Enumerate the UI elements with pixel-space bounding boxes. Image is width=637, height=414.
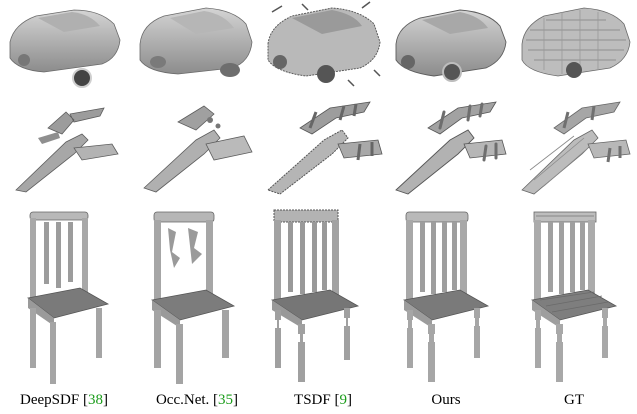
caption-label: DeepSDF <box>20 392 80 408</box>
citation-link[interactable]: 38 <box>87 392 103 408</box>
chair-ours-render <box>398 208 494 386</box>
car-occnet-render <box>134 2 256 90</box>
car-tsdf-render <box>262 0 386 90</box>
airplane-ours-render <box>388 98 510 196</box>
caption-label: TSDF <box>294 392 331 408</box>
chair-tsdf-render <box>266 206 364 386</box>
column-captions: DeepSDF [38] Occ.Net. [35] TSDF [9] Ours… <box>0 392 637 414</box>
airplane-tsdf-render <box>260 98 386 196</box>
chair-deepsdf-render <box>24 208 114 386</box>
airplane-gt-render <box>514 100 634 196</box>
figure-grid <box>4 0 634 386</box>
caption-ours: Ours <box>431 392 460 409</box>
car-ours-render <box>390 2 510 90</box>
caption-tsdf: TSDF [9] <box>294 392 352 408</box>
chair-gt-render <box>526 208 622 386</box>
citation-link[interactable]: 9 <box>339 392 347 408</box>
caption-occnet: Occ.Net. [35] <box>155 392 239 408</box>
caption-label: Occ.Net. <box>155 392 210 408</box>
caption-gt: GT <box>564 392 584 409</box>
caption-deepsdf: DeepSDF [38] <box>20 392 108 408</box>
airplane-deepsdf-render <box>8 104 124 196</box>
caption-label: GT <box>564 392 584 408</box>
citation-link[interactable]: 35 <box>218 392 234 408</box>
car-deepsdf-render <box>4 2 124 90</box>
chair-occnet-render <box>146 208 242 386</box>
car-gt-render <box>516 0 634 90</box>
airplane-occnet-render <box>134 100 258 196</box>
caption-label: Ours <box>431 392 461 408</box>
